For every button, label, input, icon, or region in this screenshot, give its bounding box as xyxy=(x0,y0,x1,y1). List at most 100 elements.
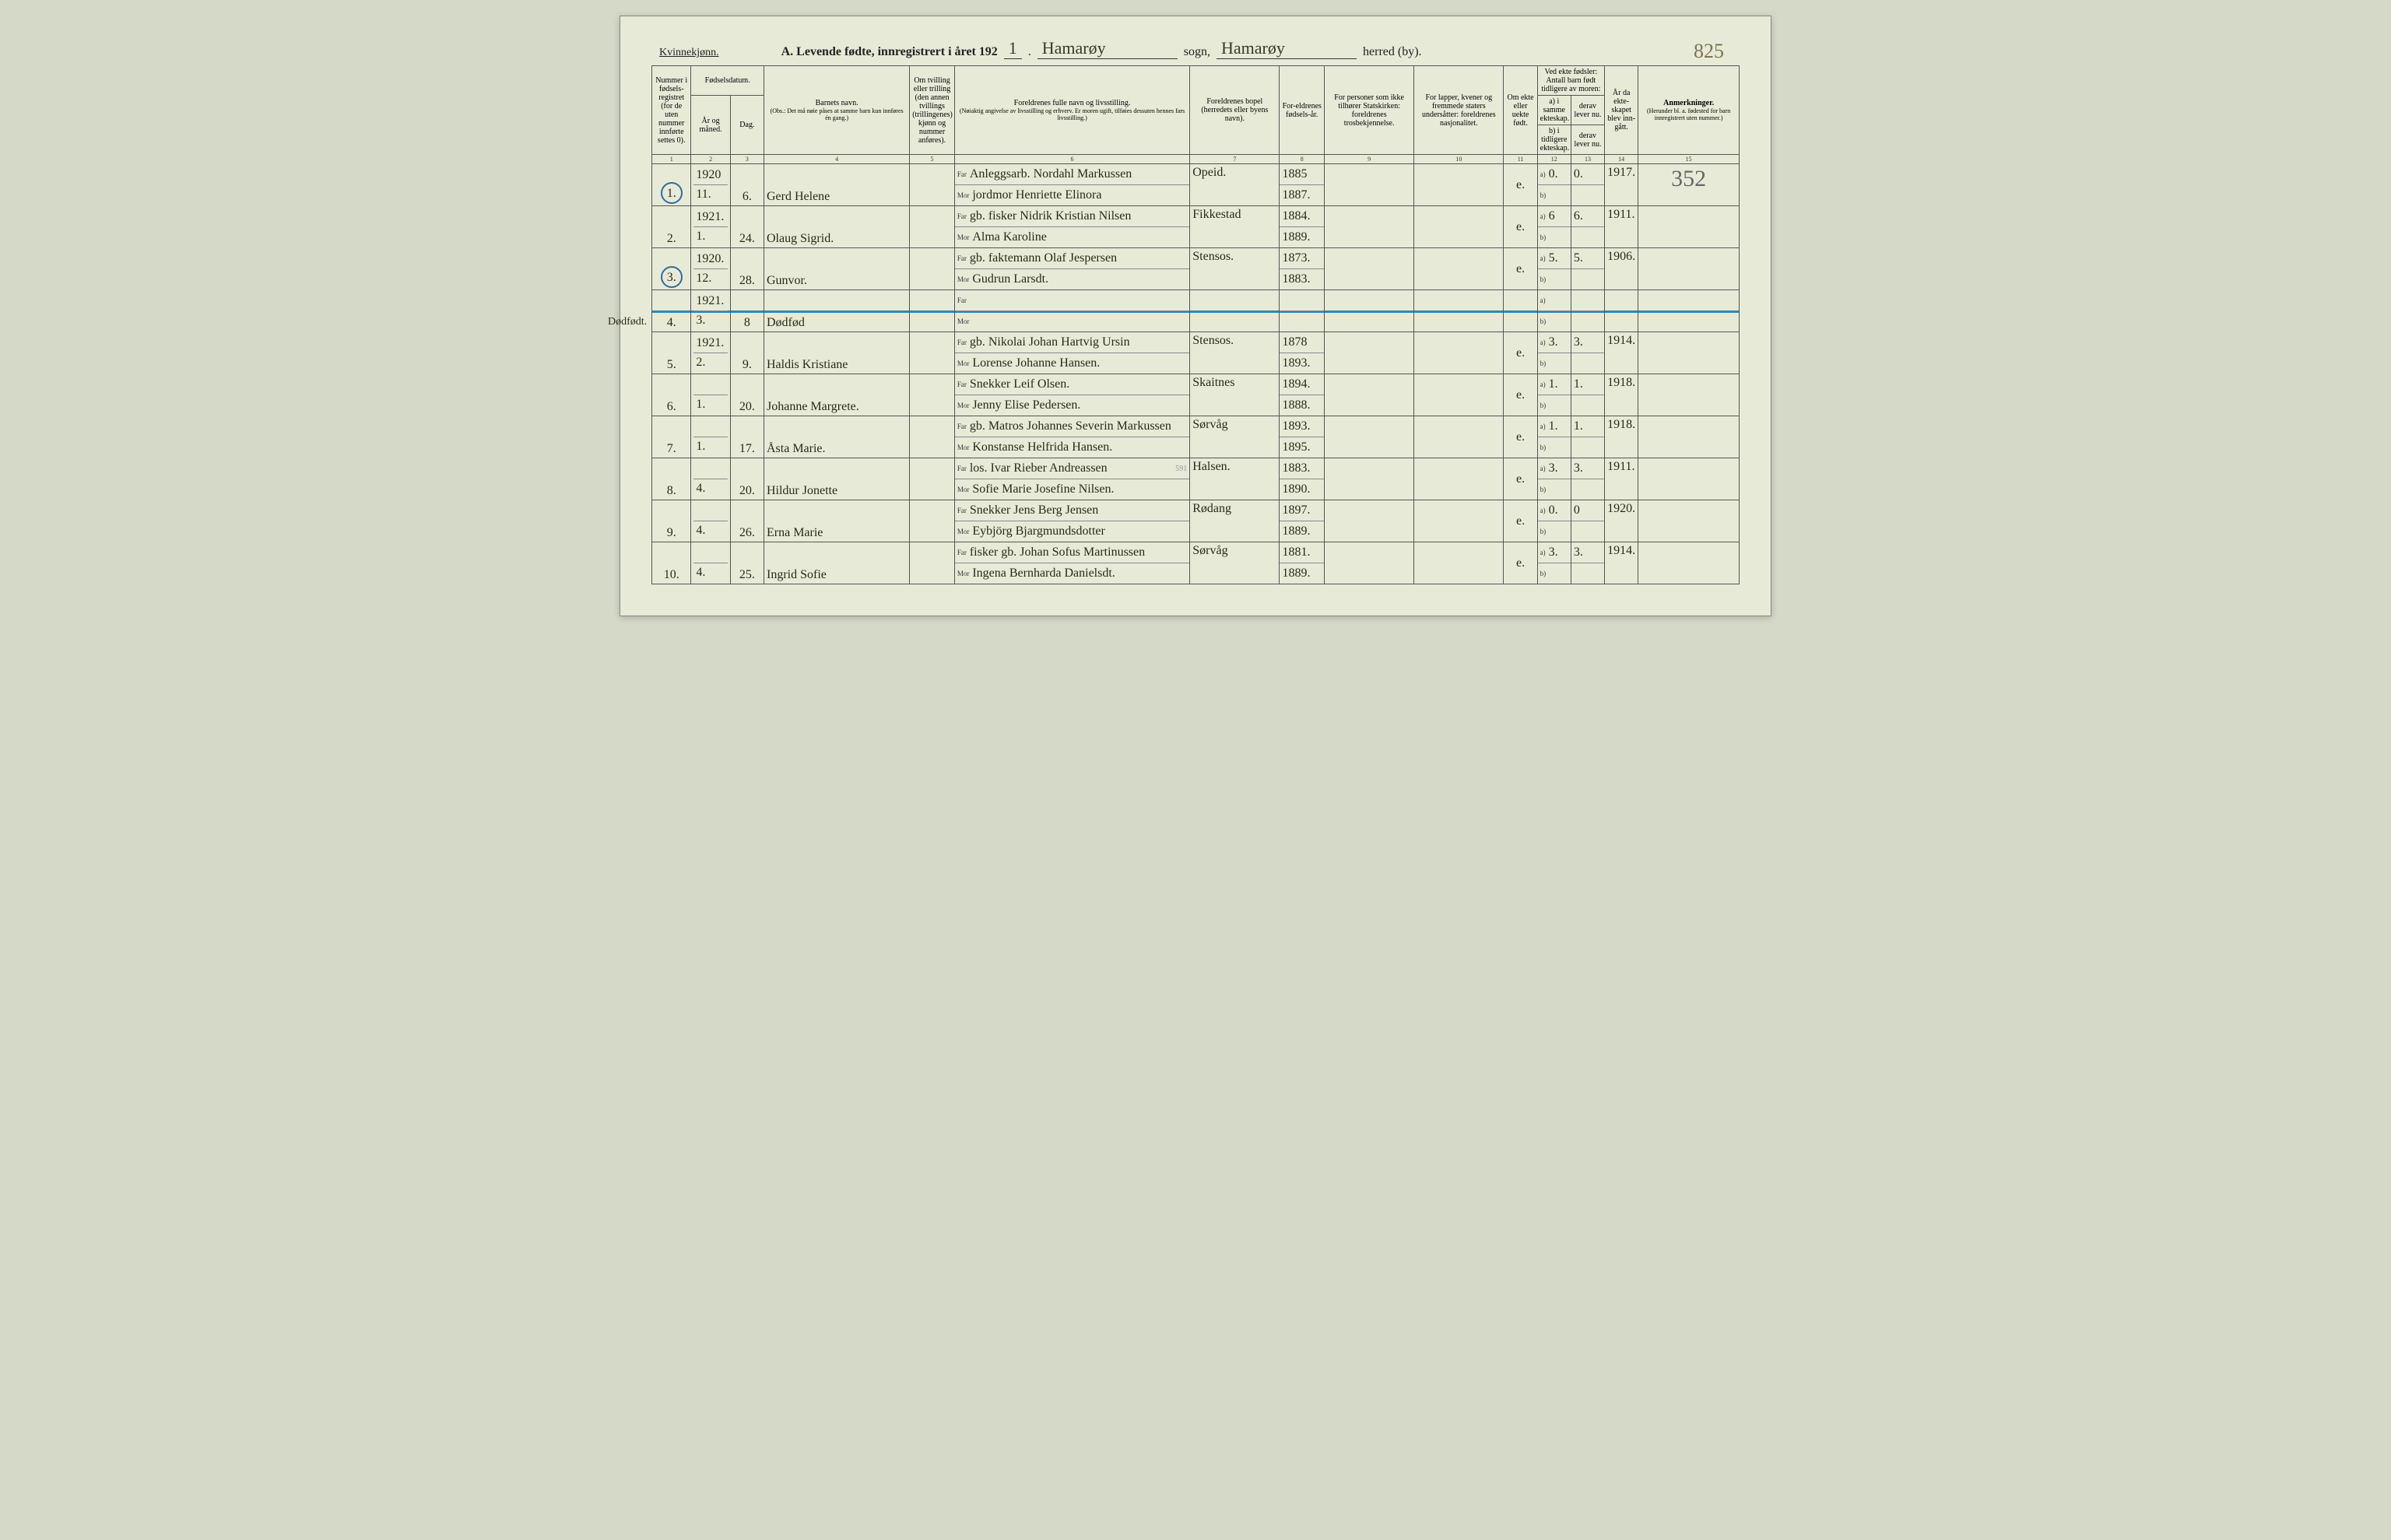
cell-bopel: Opeid. xyxy=(1190,164,1280,206)
cell-a: a) 5. b) xyxy=(1537,248,1571,290)
cell-anm xyxy=(1638,374,1740,416)
cell-name: Hildur Jonette xyxy=(764,458,909,500)
cell-fy: 1883.1890. xyxy=(1280,458,1325,500)
colnum: 12 xyxy=(1537,155,1571,164)
cell-parents: Far Mor xyxy=(954,290,1189,332)
cell-derav: 0. xyxy=(1571,164,1604,206)
cell-parents: Far Snekker Jens Berg Jensen Mor Eybjörg… xyxy=(954,500,1189,542)
cell-year-m: 1914. xyxy=(1605,542,1638,584)
cell-parents: Far fisker gb. Johan Sofus Martinussen M… xyxy=(954,542,1189,584)
cell-ekte: e. xyxy=(1504,332,1537,374)
cell-twin xyxy=(910,332,955,374)
cell-derav: 1. xyxy=(1571,416,1604,458)
sogn-fill: Hamarøy xyxy=(1038,38,1178,59)
cell-bopel: Stensos. xyxy=(1190,248,1280,290)
cell-ekte: e. xyxy=(1504,416,1537,458)
col-2b-header: Dag. xyxy=(730,96,764,155)
cell-anm xyxy=(1638,416,1740,458)
col-15-sub: (Herunder bl. a. fødested for barn innre… xyxy=(1641,107,1736,121)
cell-nat xyxy=(1414,248,1504,290)
col-4-header: Barnets navn. (Obs.: Det må nøie påses a… xyxy=(764,66,909,155)
cell-derav: 3. xyxy=(1571,458,1604,500)
cell-name: Erna Marie xyxy=(764,500,909,542)
cell-ekte: e. xyxy=(1504,458,1537,500)
cell-tros xyxy=(1325,374,1414,416)
cell-a: a) 0. b) xyxy=(1537,164,1571,206)
cell-fy: 1881.1889. xyxy=(1280,542,1325,584)
register-page: 825 Kvinnekjønn. A. Levende fødte, innre… xyxy=(620,16,1771,616)
table-row: 8. 4. 20. Hildur Jonette Far los. Ivar R… xyxy=(652,458,1740,500)
cell-derav: 1. xyxy=(1571,374,1604,416)
herred-fill: Hamarøy xyxy=(1217,38,1357,59)
col-1-header: Nummer i fødsels-registret (for de uten … xyxy=(652,66,691,155)
cell-tros xyxy=(1325,248,1414,290)
table-row: 3. 1920.12. 28. Gunvor. Far gb. fakteman… xyxy=(652,248,1740,290)
cell-twin xyxy=(910,416,955,458)
cell-num: 10. xyxy=(652,542,691,584)
cell-twin xyxy=(910,458,955,500)
cell-a: a) 1. b) xyxy=(1537,416,1571,458)
cell-nat xyxy=(1414,542,1504,584)
birth-register-table: Nummer i fødsels-registret (for de uten … xyxy=(651,65,1740,584)
colnum: 15 xyxy=(1638,155,1740,164)
cell-twin xyxy=(910,164,955,206)
cell-num: 1. xyxy=(652,164,691,206)
cell-nat xyxy=(1414,416,1504,458)
colnum: 13 xyxy=(1571,155,1604,164)
cell-year-m: 1920. xyxy=(1605,500,1638,542)
cell-num: 7. xyxy=(652,416,691,458)
cell-year-m: 1918. xyxy=(1605,416,1638,458)
col-6-sub: (Nøiaktig angivelse av livsstilling og e… xyxy=(957,107,1187,121)
table-row: 2. 1921.1. 24. Olaug Sigrid. Far gb. fis… xyxy=(652,206,1740,248)
cell-ekte: e. xyxy=(1504,542,1537,584)
column-numbers: 1 2 3 4 5 6 7 8 9 10 11 12 13 14 15 xyxy=(652,155,1740,164)
cell-anm xyxy=(1638,206,1740,248)
col-4-title: Barnets navn. xyxy=(767,99,907,107)
cell-ym: 1. xyxy=(691,374,730,416)
cell-day: 26. xyxy=(730,500,764,542)
cell-ym: 4. xyxy=(691,458,730,500)
cell-derav: 3. xyxy=(1571,542,1604,584)
col-12a-header: a) i samme ekteskap. xyxy=(1537,96,1571,125)
cell-a: a) 1. b) xyxy=(1537,374,1571,416)
cell-bopel: Sørvåg xyxy=(1190,542,1280,584)
cell-nat xyxy=(1414,206,1504,248)
cell-parents: Far gb. Matros Johannes Severin Markusse… xyxy=(954,416,1189,458)
cell-num: 8. xyxy=(652,458,691,500)
cell-day: 17. xyxy=(730,416,764,458)
cell-derav: 6. xyxy=(1571,206,1604,248)
col-15-header: Anmerkninger. (Herunder bl. a. fødested … xyxy=(1638,66,1740,155)
cell-parents: Far Snekker Leif Olsen. Mor Jenny Elise … xyxy=(954,374,1189,416)
table-row: 10. 4. 25. Ingrid Sofie Far fisker gb. J… xyxy=(652,542,1740,584)
col-15-title: Anmerkninger. xyxy=(1641,99,1736,107)
colnum: 7 xyxy=(1190,155,1280,164)
cell-parents: Far gb. fisker Nidrik Kristian Nilsen Mo… xyxy=(954,206,1189,248)
page-number: 825 xyxy=(1694,40,1724,63)
cell-bopel: Fikkestad xyxy=(1190,206,1280,248)
colnum: 8 xyxy=(1280,155,1325,164)
cell-fy: 1897.1889. xyxy=(1280,500,1325,542)
cell-ym: 4. xyxy=(691,542,730,584)
col-6-title: Foreldrenes fulle navn og livsstilling. xyxy=(957,99,1187,107)
herred-label: herred (by). xyxy=(1363,45,1422,59)
cell-nat xyxy=(1414,500,1504,542)
cell-year-m: 1911. xyxy=(1605,458,1638,500)
table-header: Nummer i fødsels-registret (for de uten … xyxy=(652,66,1740,164)
cell-parents: Far Anleggsarb. Nordahl Markussen Mor jo… xyxy=(954,164,1189,206)
colnum: 2 xyxy=(691,155,730,164)
cell-tros xyxy=(1325,164,1414,206)
cell-nat xyxy=(1414,290,1504,332)
sogn-label: sogn, xyxy=(1184,45,1210,59)
cell-nat xyxy=(1414,374,1504,416)
cell-twin xyxy=(910,248,955,290)
cell-ym: 4. xyxy=(691,500,730,542)
col-6-header: Foreldrenes fulle navn og livsstilling. … xyxy=(954,66,1189,155)
cell-name: Johanne Margrete. xyxy=(764,374,909,416)
col-13a-header: derav lever nu. xyxy=(1571,96,1604,125)
col-4-sub: (Obs.: Det må nøie påses at samme barn k… xyxy=(767,107,907,121)
table-row: 6. 1. 20. Johanne Margrete. Far Snekker … xyxy=(652,374,1740,416)
cell-tros xyxy=(1325,500,1414,542)
colnum: 4 xyxy=(764,155,909,164)
col-13b-header: derav lever nu. xyxy=(1571,125,1604,155)
table-row: 5. 1921.2. 9. Haldis Kristiane Far gb. N… xyxy=(652,332,1740,374)
